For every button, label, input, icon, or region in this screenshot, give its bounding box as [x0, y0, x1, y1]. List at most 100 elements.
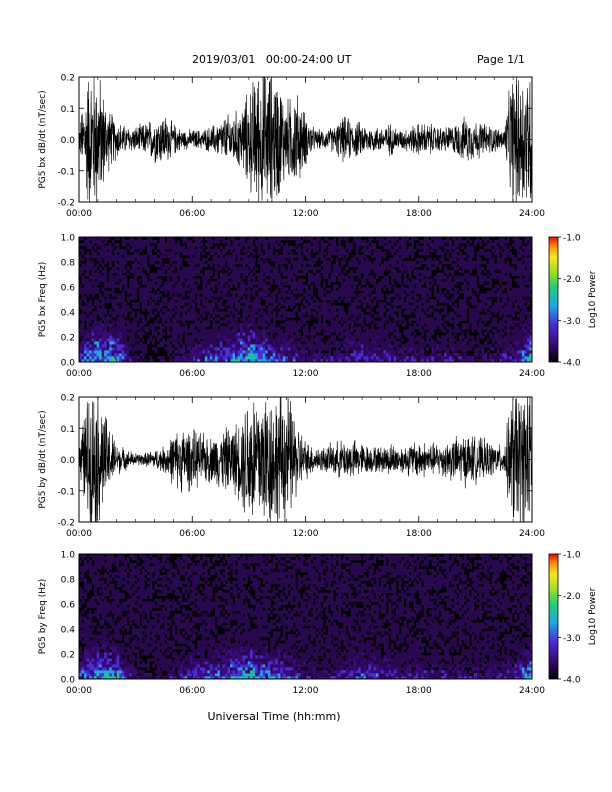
spectrogram-cell	[438, 317, 442, 321]
spectrogram-cell	[94, 317, 97, 321]
spectrogram-cell	[99, 302, 102, 306]
spectrogram-cell	[365, 347, 369, 351]
spectrogram-cell	[408, 287, 412, 291]
spectrogram-cell	[373, 314, 377, 318]
spectrogram-cell	[252, 323, 256, 327]
spectrogram-cell	[348, 305, 352, 309]
spectrogram-cell	[360, 278, 364, 282]
spectrogram-cell	[373, 341, 377, 345]
spectrogram-cell	[355, 260, 359, 265]
spectrogram-cell	[247, 251, 251, 256]
spectrogram-cell	[318, 275, 321, 279]
spectrogram-cell	[338, 248, 342, 253]
spectrogram-cell	[134, 296, 138, 300]
spectrogram-cell	[466, 257, 470, 262]
spectrogram-cell	[230, 347, 233, 351]
spectrogram-cell	[169, 350, 173, 354]
spectrogram-cell	[388, 266, 392, 271]
spectrogram-cell	[343, 338, 347, 342]
spectrogram-cell	[418, 329, 422, 333]
spectrogram-cell	[94, 290, 97, 294]
spectrogram-cell	[373, 347, 377, 351]
spectrogram-cell	[305, 332, 309, 336]
spectrogram-cell	[398, 293, 402, 297]
spectrogram-cell	[375, 344, 379, 348]
spectrogram-cell	[428, 329, 432, 333]
spectrogram-cell	[313, 329, 316, 333]
spectrogram-cell	[189, 272, 193, 276]
spectrogram-cell	[391, 353, 394, 357]
spectrogram-cell	[174, 293, 178, 297]
spectrogram-cell	[426, 290, 430, 294]
spectrogram-cell	[461, 317, 465, 321]
spectrogram-cell	[436, 311, 440, 315]
spectrogram-cell	[227, 287, 231, 291]
spectrogram-cell	[340, 305, 344, 309]
spectrogram-cell	[323, 353, 326, 357]
spectrogram-cell	[267, 347, 271, 351]
spectrogram-cell	[466, 275, 470, 279]
spectrogram-cell	[84, 332, 87, 336]
spectrogram-cell	[438, 272, 442, 276]
spectrogram-cell	[287, 299, 291, 303]
spectrogram-cell	[300, 272, 304, 276]
spectrogram-cell	[343, 356, 347, 360]
spectrogram-cell	[159, 293, 163, 297]
spectrogram-cell	[318, 293, 321, 297]
spectrogram-cell	[453, 317, 457, 321]
spectrogram-cell	[146, 245, 150, 250]
spectrogram-cell	[192, 260, 196, 265]
spectrogram-cell	[282, 359, 286, 363]
spectrogram-cell	[421, 263, 425, 268]
spectrogram-cell	[310, 257, 314, 262]
spectrogram-cell	[232, 239, 236, 244]
spectrogram-cell	[416, 347, 420, 351]
spectrogram-cell	[119, 269, 123, 274]
spectrogram-cell	[340, 260, 344, 265]
spectrogram-cell	[360, 269, 364, 274]
spectrogram-cell	[159, 248, 163, 253]
spectrogram-cell	[265, 245, 269, 250]
spectrogram-cell	[159, 287, 163, 291]
spectrogram-cell	[386, 263, 389, 268]
spectrogram-cell	[230, 275, 233, 279]
spectrogram-cell	[116, 293, 120, 297]
spectrogram-cell	[109, 341, 113, 345]
spectrogram-cell	[386, 323, 389, 327]
spectrogram-cell	[232, 296, 236, 300]
spectrogram-cell	[187, 272, 191, 276]
spectrogram-cell	[360, 263, 364, 268]
spectrogram-cell	[368, 281, 372, 285]
spectrogram-cell	[433, 326, 437, 330]
spectrogram-cell	[182, 290, 185, 294]
spectrogram-cell	[257, 353, 261, 357]
spectrogram-cell	[247, 341, 251, 345]
spectrogram-cell	[272, 314, 276, 318]
spectrogram-cell	[121, 281, 125, 285]
spectrogram-cell	[368, 356, 372, 360]
spectrogram-cell	[423, 341, 427, 345]
spectrogram-cell	[383, 251, 387, 256]
spectrogram-cell	[383, 350, 387, 354]
spectrogram-cell	[235, 269, 238, 274]
spectrogram-cell	[247, 353, 251, 357]
spectrogram-cell	[144, 266, 148, 271]
spectrogram-cell	[212, 302, 216, 306]
spectrogram-cell	[323, 302, 326, 306]
spectrogram-cell	[162, 251, 165, 256]
spectrogram-cell	[204, 344, 208, 348]
spectrogram-cell	[423, 278, 427, 282]
spectrogram-cell	[365, 332, 369, 336]
spectrogram-cell	[350, 311, 354, 315]
spectrogram-cell	[164, 353, 168, 357]
spectrogram-cell	[416, 275, 420, 279]
spectrogram-cell	[471, 281, 475, 285]
spectrogram-cell	[451, 335, 455, 339]
spectrogram-cell	[79, 356, 82, 360]
spectrogram-cell	[345, 320, 349, 324]
spectrogram-cell	[81, 290, 85, 294]
spectrogram-cell	[345, 245, 349, 250]
spectrogram-cell	[373, 320, 377, 324]
spectrogram-cell	[313, 311, 316, 315]
spectrogram-cell	[421, 260, 425, 265]
